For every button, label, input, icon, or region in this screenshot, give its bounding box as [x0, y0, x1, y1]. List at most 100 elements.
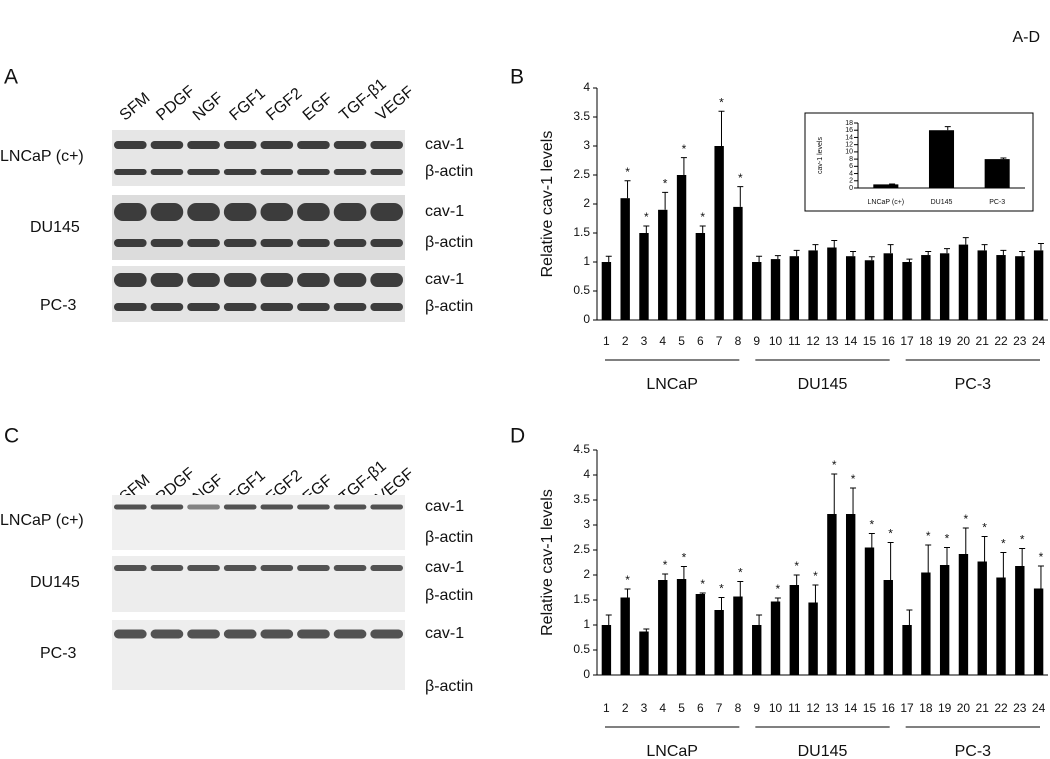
bar — [939, 253, 950, 320]
x-tick-label: 4 — [659, 701, 666, 715]
error-bar — [925, 251, 932, 256]
bar — [770, 259, 781, 320]
x-tick-label: 11 — [788, 701, 801, 715]
x-tick-label: 18 — [919, 334, 933, 348]
blot-band — [114, 303, 147, 311]
bar — [977, 561, 987, 675]
bar — [958, 244, 969, 320]
bar — [752, 262, 762, 320]
cell-line-label: DU145 — [30, 219, 80, 236]
blot-band — [370, 504, 403, 510]
y-tick-label: 2 — [583, 196, 590, 210]
error-bar — [831, 240, 838, 248]
x-tick-label: 4 — [659, 334, 666, 348]
bar — [714, 146, 724, 320]
blot-band — [297, 141, 330, 149]
blot-band — [333, 203, 367, 221]
blot-band — [333, 629, 367, 639]
band-label: β-actin — [425, 587, 473, 604]
significance-label: * — [1020, 533, 1025, 547]
significance-label: * — [963, 512, 968, 526]
bar — [676, 175, 687, 320]
blot-band — [150, 504, 184, 510]
significance-label: * — [794, 559, 799, 573]
group-label: DU145 — [798, 743, 848, 759]
bar — [1033, 588, 1044, 675]
bar — [752, 625, 762, 675]
error-bar — [756, 614, 763, 625]
x-tick-label: 21 — [976, 334, 990, 348]
x-tick-label: 8 — [735, 701, 742, 715]
significance-label: * — [625, 165, 630, 179]
bar — [639, 631, 649, 675]
error-bar — [887, 244, 894, 254]
blot-band — [260, 629, 294, 639]
band-label: cav-1 — [425, 625, 464, 642]
blot-background — [112, 556, 405, 612]
error-bar — [943, 248, 950, 254]
error-bar — [887, 542, 894, 580]
bar — [658, 209, 668, 320]
y-tick-label: 8 — [849, 156, 853, 163]
blot-band — [114, 273, 147, 287]
band-label: cav-1 — [425, 203, 464, 220]
blot-band — [370, 565, 403, 571]
bar — [601, 625, 612, 675]
blot-band — [370, 203, 403, 221]
band-label: β-actin — [425, 678, 473, 695]
significance-label: * — [738, 171, 743, 185]
x-tick-label: 3 — [641, 701, 648, 715]
bar — [996, 255, 1006, 320]
error-bar — [643, 628, 650, 632]
blot-band — [223, 273, 257, 287]
blot-band — [150, 203, 184, 221]
significance-label: * — [682, 551, 687, 565]
blot-band — [223, 504, 257, 510]
blot-band — [370, 629, 403, 639]
x-tick-label: 1 — [603, 334, 610, 348]
bar — [883, 580, 893, 675]
blot-band — [114, 239, 147, 247]
band-label: cav-1 — [425, 559, 464, 576]
blot-band — [333, 565, 367, 571]
error-bar — [943, 547, 950, 565]
bar — [733, 596, 743, 675]
error-bar — [906, 609, 913, 625]
lane-label: PDGF — [153, 83, 198, 125]
blot-band — [297, 504, 330, 510]
blot-band — [187, 303, 220, 311]
error-bar — [737, 186, 744, 207]
x-tick-label: 3 — [641, 334, 648, 348]
significance-label: * — [776, 582, 781, 596]
blot-band — [187, 629, 220, 639]
blot-band — [260, 504, 294, 510]
figure-label: A-D — [1012, 29, 1040, 46]
blot-band — [150, 141, 184, 149]
error-bar — [1037, 242, 1044, 251]
bar — [827, 514, 837, 675]
group-label: DU145 — [798, 376, 848, 393]
blot-band — [260, 169, 294, 175]
error-bar — [680, 157, 687, 175]
bar — [601, 262, 612, 320]
significance-label: * — [700, 577, 705, 591]
blot-band — [333, 141, 367, 149]
y-tick-label: 1 — [583, 254, 590, 268]
error-bar — [793, 249, 800, 257]
error-bar — [756, 255, 763, 262]
x-tick-label: 24 — [1032, 701, 1046, 715]
blot-band — [333, 169, 367, 175]
group-label: LNCaP — [646, 376, 698, 393]
blot-band — [297, 239, 330, 247]
bar — [996, 577, 1006, 675]
blot-band — [297, 273, 330, 287]
significance-label: * — [625, 573, 630, 587]
y-tick-label: 4.5 — [573, 442, 590, 456]
blot-band — [333, 303, 367, 311]
blot-band — [187, 141, 220, 149]
error-bar — [925, 544, 932, 573]
blot-band — [333, 504, 367, 510]
bar — [873, 184, 899, 188]
blot-band — [260, 141, 294, 149]
